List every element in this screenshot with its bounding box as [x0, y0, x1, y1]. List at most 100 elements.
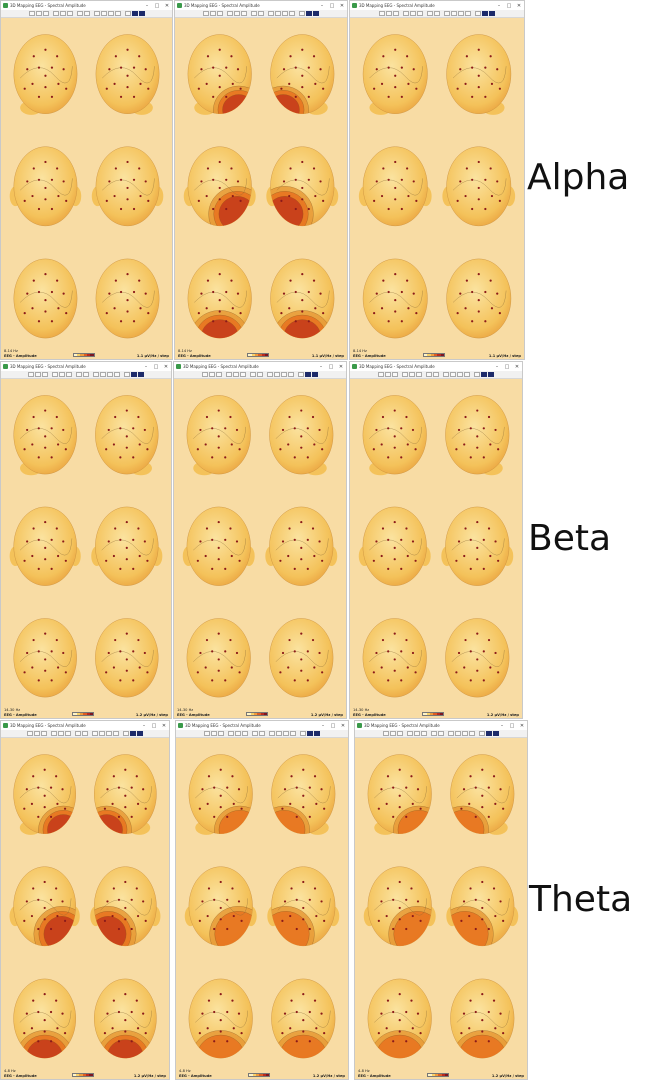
toolbar-button[interactable] — [298, 372, 304, 377]
toolbar-button[interactable] — [65, 731, 71, 736]
title-bar[interactable]: 3D Mapping EEG - Spectral Amplitude – □ … — [1, 721, 169, 730]
head-3d-map[interactable] — [94, 978, 157, 1068]
close-icon[interactable]: ✕ — [519, 722, 525, 729]
toolbar-button[interactable] — [27, 731, 33, 736]
title-bar[interactable]: 3D Mapping EEG - Spectral Amplitude – □ … — [350, 362, 522, 371]
toolbar-button[interactable] — [202, 372, 208, 377]
toolbar-button[interactable] — [251, 11, 257, 16]
toolbar-button[interactable] — [474, 372, 480, 377]
toolbar-button[interactable] — [100, 11, 107, 16]
head-3d-map[interactable] — [445, 618, 510, 698]
toolbar-button[interactable] — [235, 731, 241, 736]
toolbar-button[interactable] — [378, 372, 384, 377]
toolbar-button[interactable] — [241, 11, 247, 16]
toolbar-button[interactable] — [409, 372, 415, 377]
toolbar-button[interactable] — [82, 731, 88, 736]
close-icon[interactable]: ✕ — [161, 722, 167, 729]
head-3d-map[interactable] — [186, 618, 251, 698]
head-3d-map[interactable] — [271, 978, 336, 1068]
toolbar-button[interactable] — [268, 11, 274, 16]
toolbar-button[interactable] — [59, 11, 66, 16]
minimize-icon[interactable]: – — [495, 363, 499, 370]
head-map-canvas[interactable] — [175, 18, 347, 348]
toolbar-button[interactable] — [451, 11, 457, 16]
head-3d-map[interactable] — [95, 395, 159, 476]
maximize-icon[interactable]: □ — [153, 363, 159, 370]
head-3d-map[interactable] — [186, 395, 251, 476]
head-3d-map[interactable] — [446, 258, 512, 339]
close-icon[interactable]: ✕ — [164, 2, 170, 9]
head-3d-map[interactable] — [182, 506, 255, 586]
toolbar-button[interactable] — [290, 731, 296, 736]
head-3d-map[interactable] — [13, 978, 76, 1068]
head-3d-map[interactable] — [256, 146, 339, 242]
toolbar-button[interactable] — [217, 11, 223, 16]
toolbar-button[interactable] — [83, 372, 89, 377]
toolbar-button[interactable] — [383, 731, 389, 736]
head-map-canvas[interactable] — [176, 738, 348, 1068]
minimize-icon[interactable]: – — [144, 363, 148, 370]
toolbar-button[interactable] — [402, 372, 408, 377]
head-3d-map[interactable] — [187, 258, 252, 348]
maximize-icon[interactable]: □ — [330, 722, 336, 729]
toolbar-button[interactable] — [52, 372, 58, 377]
toolbar-button[interactable] — [443, 372, 449, 377]
toolbar-button[interactable] — [464, 372, 470, 377]
head-map-canvas[interactable] — [174, 379, 346, 707]
toolbar-button[interactable] — [75, 731, 81, 736]
toolbar-button[interactable] — [269, 731, 275, 736]
toolbar-button[interactable] — [123, 731, 129, 736]
minimize-icon[interactable]: – — [500, 722, 504, 729]
toolbar-button[interactable] — [282, 11, 288, 16]
toolbar-button[interactable] — [469, 731, 475, 736]
toolbar-button[interactable] — [259, 731, 265, 736]
toolbar-button[interactable] — [34, 731, 40, 736]
head-3d-map[interactable] — [95, 258, 160, 339]
title-bar[interactable]: 3D Mapping EEG - Spectral Amplitude – □ … — [176, 721, 348, 730]
head-map-canvas[interactable] — [350, 379, 522, 707]
toolbar-button[interactable] — [41, 731, 47, 736]
toolbar-button[interactable] — [28, 11, 35, 16]
toolbar-button[interactable] — [462, 731, 468, 736]
toolbar-button[interactable] — [228, 731, 234, 736]
toolbar-button[interactable] — [138, 11, 145, 16]
toolbar-button[interactable] — [481, 372, 487, 377]
minimize-icon[interactable]: – — [145, 2, 149, 9]
minimize-icon[interactable]: – — [142, 722, 146, 729]
toolbar-button[interactable] — [66, 11, 73, 16]
toolbar-button[interactable] — [414, 731, 420, 736]
head-3d-map[interactable] — [265, 506, 338, 586]
toolbar-button[interactable] — [486, 731, 492, 736]
maximize-icon[interactable]: □ — [151, 722, 157, 729]
toolbar-button[interactable] — [93, 11, 100, 16]
maximize-icon[interactable]: □ — [504, 363, 510, 370]
toolbar-button[interactable] — [433, 372, 439, 377]
head-3d-map[interactable] — [9, 506, 81, 586]
head-3d-map[interactable] — [362, 258, 428, 339]
toolbar-button[interactable] — [289, 11, 295, 16]
toolbar-button[interactable] — [216, 372, 222, 377]
title-bar[interactable]: 3D Mapping EEG - Spectral Amplitude – □ … — [174, 362, 346, 371]
toolbar-button[interactable] — [386, 11, 392, 16]
close-icon[interactable]: ✕ — [339, 2, 345, 9]
head-3d-map[interactable] — [95, 34, 160, 115]
close-icon[interactable]: ✕ — [338, 363, 344, 370]
toolbar-button[interactable] — [288, 372, 294, 377]
head-3d-map[interactable] — [257, 866, 340, 962]
toolbar-button[interactable] — [274, 372, 280, 377]
toolbar-button[interactable] — [106, 731, 112, 736]
head-3d-map[interactable] — [95, 618, 159, 698]
head-3d-map[interactable] — [13, 395, 77, 476]
toolbar-button[interactable] — [427, 11, 433, 16]
toolbar-button[interactable] — [113, 731, 119, 736]
head-3d-map[interactable] — [269, 618, 334, 698]
toolbar-button[interactable] — [393, 11, 399, 16]
toolbar-button[interactable] — [465, 11, 471, 16]
toolbar-button[interactable] — [218, 731, 224, 736]
toolbar-button[interactable] — [307, 731, 313, 736]
title-bar[interactable]: 3D Mapping EEG - Spectral Amplitude – □ … — [1, 362, 171, 371]
toolbar-button[interactable] — [114, 372, 120, 377]
title-bar[interactable]: 3D Mapping EEG - Spectral Amplitude – □ … — [350, 1, 524, 10]
toolbar-button[interactable] — [397, 731, 403, 736]
eeg-window[interactable]: 3D Mapping EEG - Spectral Amplitude – □ … — [349, 361, 523, 719]
